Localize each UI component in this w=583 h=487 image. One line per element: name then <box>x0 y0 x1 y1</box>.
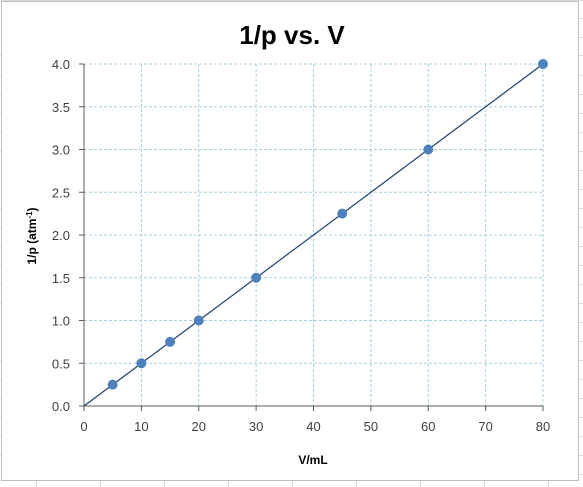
x-tick-label: 40 <box>306 419 320 434</box>
data-point <box>107 379 118 390</box>
data-point <box>337 208 348 219</box>
x-tick-label: 0 <box>80 419 87 434</box>
y-axis-title-main: 1/p (atm <box>25 219 39 265</box>
x-tick-label: 70 <box>478 419 492 434</box>
chart-title: 1/p vs. V <box>239 20 345 50</box>
y-tick-label: 4.0 <box>52 57 70 72</box>
data-points <box>107 59 548 390</box>
chart-area[interactable] <box>1 1 579 481</box>
y-tick-label: 2.5 <box>52 185 70 200</box>
x-tick-label: 60 <box>421 419 435 434</box>
axes <box>79 63 544 411</box>
x-tick-labels: 0 10 20 30 40 50 60 70 80 <box>80 419 550 434</box>
y-tick-label: 1.0 <box>52 314 70 329</box>
gridlines <box>84 63 544 406</box>
y-tick-label: 2.0 <box>52 228 70 243</box>
y-tick-label: 1.5 <box>52 271 70 286</box>
y-tick-label: 0.5 <box>52 356 70 371</box>
y-axis-title: 1/p (atm-1) <box>25 207 39 264</box>
x-tick-label: 10 <box>134 419 148 434</box>
x-tick-label: 30 <box>249 419 263 434</box>
x-tick-label: 20 <box>192 419 206 434</box>
y-tick-label: 3.0 <box>52 143 70 158</box>
y-tick-label: 3.5 <box>52 100 70 115</box>
x-axis-title: V/mL <box>298 453 327 467</box>
x-tick-label: 50 <box>364 419 378 434</box>
y-axis-title-sup: -1 <box>25 211 34 219</box>
trendline <box>83 63 544 407</box>
data-point <box>136 358 147 369</box>
trendline-group <box>83 63 544 407</box>
data-point <box>251 272 262 283</box>
x-tick-label: 80 <box>536 419 550 434</box>
y-tick-labels: 0.0 0.5 1.0 1.5 2.0 2.5 3.0 3.5 4.0 <box>52 57 70 414</box>
y-tick-label: 0.0 <box>52 399 70 414</box>
data-point <box>193 315 204 326</box>
y-axis-title-close: ) <box>25 207 39 211</box>
data-point <box>538 59 548 69</box>
data-point <box>423 144 434 155</box>
data-point <box>165 336 176 347</box>
